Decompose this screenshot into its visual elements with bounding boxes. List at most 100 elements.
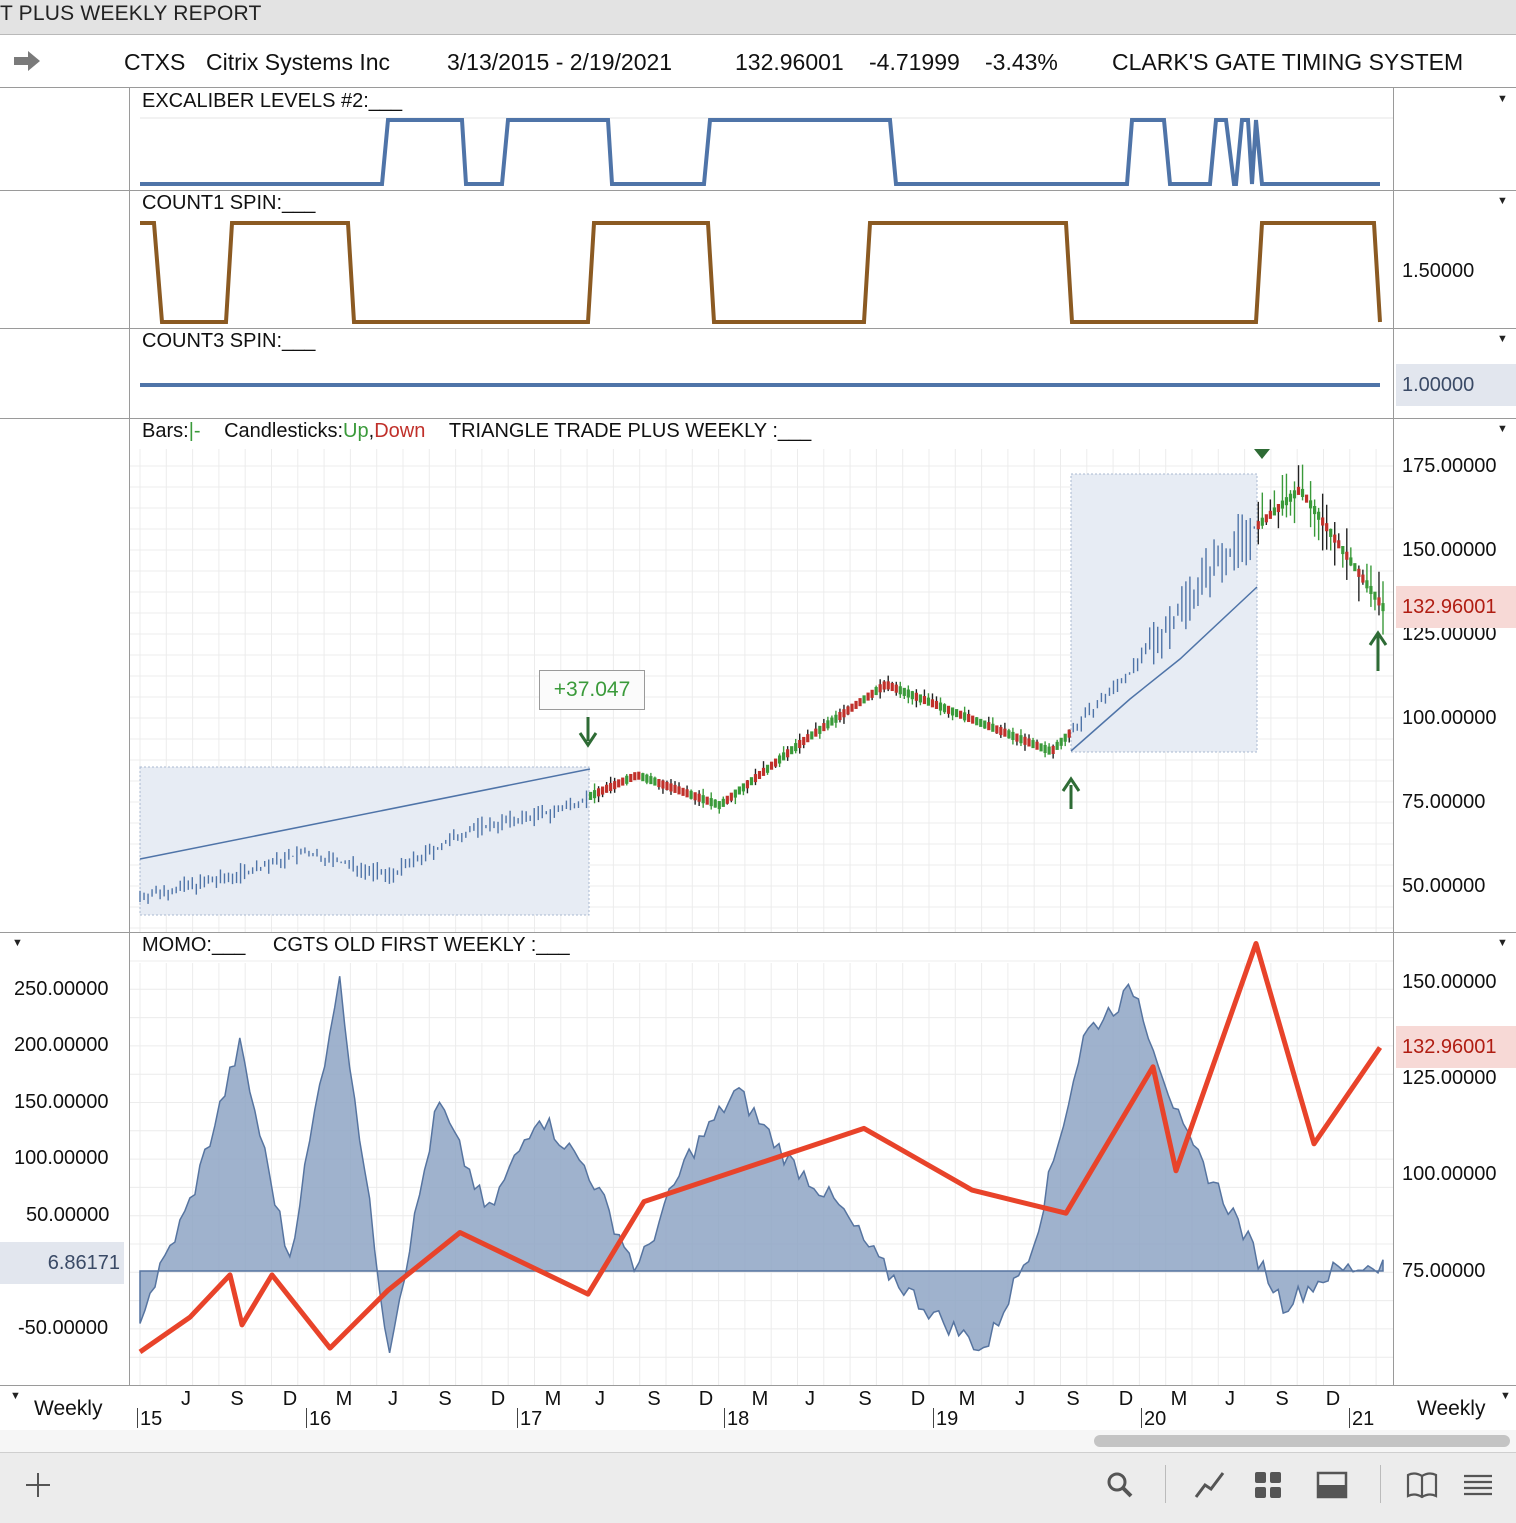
menu-icon[interactable] bbox=[1460, 1467, 1496, 1503]
trend-line-2 bbox=[1070, 586, 1258, 752]
cgts-axis-label: 150.00000 bbox=[1402, 971, 1497, 993]
month-tick: D bbox=[698, 1388, 714, 1410]
candle-body bbox=[745, 780, 750, 789]
candle-body bbox=[1345, 551, 1349, 560]
count1-series-line bbox=[140, 221, 1382, 324]
arrow-up-icon bbox=[1368, 630, 1388, 671]
month-tick: D bbox=[490, 1388, 506, 1410]
legend-separator: , bbox=[368, 420, 375, 442]
candle-body bbox=[987, 722, 991, 731]
momo-value-box: 6.86171 bbox=[0, 1242, 124, 1284]
candle-body bbox=[765, 764, 770, 773]
gain-box: +37.047 bbox=[539, 670, 645, 710]
candle-body bbox=[1007, 730, 1011, 739]
chevron-down-icon[interactable]: ▼ bbox=[10, 1390, 21, 1402]
candle-body bbox=[749, 777, 754, 786]
candle-body bbox=[633, 772, 637, 781]
month-tick: J bbox=[181, 1388, 191, 1410]
panel-menu-icon[interactable]: ▼ bbox=[1497, 423, 1508, 435]
candle-body bbox=[886, 681, 890, 690]
arrow-right-icon[interactable] bbox=[12, 49, 42, 73]
candle-body bbox=[1304, 494, 1309, 503]
candle-body bbox=[737, 786, 741, 795]
candle-body bbox=[846, 706, 850, 715]
candle-body bbox=[725, 795, 729, 804]
candle-body bbox=[721, 798, 725, 807]
candle-body bbox=[995, 725, 999, 734]
month-tick: D bbox=[282, 1388, 298, 1410]
price-chart bbox=[130, 449, 1393, 932]
candle-body bbox=[782, 752, 786, 761]
momo-label: MOMO:___ bbox=[142, 934, 246, 956]
year-tick: 18 bbox=[727, 1408, 750, 1430]
candle-body bbox=[621, 777, 625, 786]
panel-menu-icon[interactable]: ▼ bbox=[12, 937, 23, 949]
arrow-down-icon bbox=[578, 717, 598, 748]
candle-body bbox=[878, 684, 882, 693]
month-tick: M bbox=[544, 1388, 562, 1410]
candle-body bbox=[1023, 736, 1027, 745]
candle-body bbox=[1317, 511, 1321, 520]
candle-body bbox=[761, 767, 766, 776]
candle-body bbox=[1260, 517, 1264, 526]
momo-legend: MOMO:___ CGTS OLD FIRST WEEKLY :___ bbox=[142, 934, 570, 957]
panel-menu-icon[interactable]: ▼ bbox=[1497, 195, 1508, 207]
candle-body bbox=[592, 790, 597, 799]
excaliber-chart bbox=[140, 117, 1393, 186]
month-tick: J bbox=[388, 1388, 398, 1410]
candle-body bbox=[1264, 514, 1268, 523]
candle-body bbox=[946, 705, 951, 714]
period-selector-right[interactable]: Weekly bbox=[1417, 1397, 1486, 1420]
divider bbox=[0, 1385, 1516, 1386]
cgts-axis-label: 75.00000 bbox=[1402, 1260, 1486, 1282]
candle-body bbox=[709, 798, 713, 807]
divider bbox=[0, 418, 1516, 419]
momo-axis-label: 100.00000 bbox=[14, 1147, 109, 1169]
triangle-zone-2 bbox=[1070, 473, 1258, 753]
candle-body bbox=[922, 696, 927, 705]
candle-body bbox=[673, 784, 677, 793]
panel-menu-icon[interactable]: ▼ bbox=[1497, 333, 1508, 345]
candle-body bbox=[1365, 580, 1369, 589]
chevron-down-icon[interactable]: ▼ bbox=[1500, 1390, 1511, 1402]
horizontal-scroll-track[interactable] bbox=[0, 1430, 1516, 1452]
scroll-thumb[interactable] bbox=[1094, 1435, 1510, 1447]
momo-axis-label: 150.00000 bbox=[14, 1091, 109, 1113]
candle-body bbox=[1292, 490, 1297, 499]
candle-body bbox=[959, 710, 963, 719]
triangle-study-label: TRIANGLE TRADE PLUS WEEKLY :___ bbox=[448, 420, 812, 442]
time-axis: J S D M J S D M J S D M J S D M J S D M J S D 15 16 17 18 19 20 21 bbox=[130, 1386, 1393, 1430]
book-icon[interactable] bbox=[1404, 1467, 1440, 1503]
count3-label: COUNT3 SPIN:___ bbox=[142, 330, 316, 352]
month-tick: D bbox=[1325, 1388, 1341, 1410]
add-icon[interactable] bbox=[20, 1467, 56, 1503]
candle-body bbox=[1027, 738, 1031, 747]
bottom-toolbar bbox=[0, 1452, 1516, 1523]
panel-menu-icon[interactable]: ▼ bbox=[1497, 937, 1508, 949]
window-title: T PLUS WEEKLY REPORT bbox=[0, 2, 262, 25]
company-name: Citrix Systems Inc bbox=[206, 49, 391, 75]
candle-body bbox=[1369, 585, 1373, 595]
candle-body bbox=[1019, 735, 1023, 744]
grid-icon[interactable] bbox=[1250, 1467, 1286, 1503]
candle-body bbox=[1349, 557, 1353, 566]
candle-body bbox=[830, 717, 834, 726]
candle-body bbox=[914, 692, 918, 701]
period-selector-left[interactable]: Weekly bbox=[34, 1397, 103, 1420]
momo-axis-label: 250.00000 bbox=[14, 978, 109, 1000]
bars-symbol: |- bbox=[188, 420, 201, 442]
line-chart-icon[interactable] bbox=[1192, 1467, 1228, 1503]
month-tick: D bbox=[910, 1388, 926, 1410]
candle-body bbox=[842, 709, 846, 718]
excaliber-label: EXCALIBER LEVELS #2:___ bbox=[142, 90, 403, 112]
candle-body bbox=[802, 736, 806, 745]
candle-body bbox=[1333, 534, 1337, 543]
month-tick: D bbox=[1118, 1388, 1134, 1410]
candle-body bbox=[890, 682, 894, 692]
date-range: 3/13/2015 - 2/19/2021 bbox=[447, 49, 673, 75]
layout-icon[interactable] bbox=[1314, 1467, 1350, 1503]
panel-menu-icon[interactable]: ▼ bbox=[1497, 93, 1508, 105]
candle-body bbox=[1321, 517, 1325, 526]
month-tick: S bbox=[1275, 1388, 1289, 1410]
search-icon[interactable] bbox=[1102, 1467, 1138, 1503]
